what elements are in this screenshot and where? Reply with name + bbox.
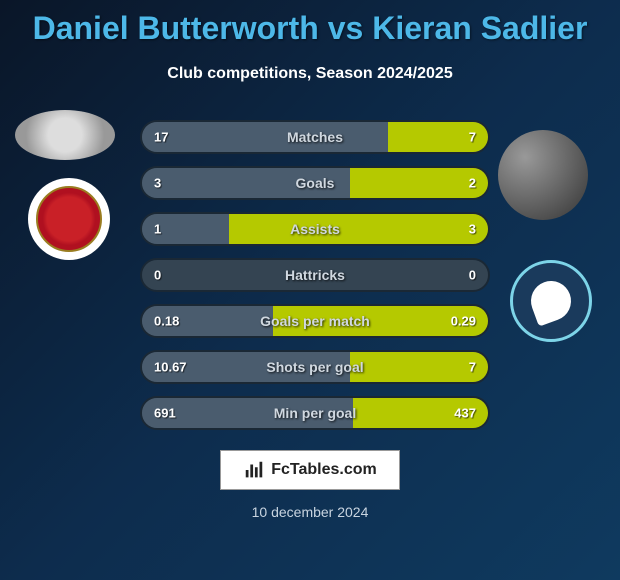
stat-value-left: 691	[154, 406, 176, 421]
stat-value-left: 0	[154, 268, 161, 283]
stats-container: 17 7 Matches 3 2 Goals 1 3 Assists 0 0 Hattricks 0.1…	[140, 120, 490, 442]
date-text: 10 december 2024	[252, 504, 369, 520]
stat-label: Shots per goal	[266, 359, 363, 375]
stat-value-left: 3	[154, 176, 161, 191]
stat-label: Hattricks	[285, 267, 345, 283]
stat-row: 0.18 0.29 Goals per match	[140, 304, 490, 338]
stat-label: Assists	[290, 221, 340, 237]
chart-icon	[243, 459, 265, 481]
stat-value-right: 0	[469, 268, 476, 283]
footer-brand-box: FcTables.com	[220, 450, 400, 490]
stat-row: 1 3 Assists	[140, 212, 490, 246]
stat-value-right: 7	[469, 130, 476, 145]
club-logo-right	[510, 260, 592, 342]
stat-label: Goals	[296, 175, 335, 191]
stat-row: 3 2 Goals	[140, 166, 490, 200]
stat-value-right: 0.29	[451, 314, 476, 329]
stat-fill-right	[229, 214, 489, 244]
stat-row: 691 437 Min per goal	[140, 396, 490, 430]
stat-fill-right	[350, 168, 488, 198]
stat-label: Matches	[287, 129, 343, 145]
subtitle: Club competitions, Season 2024/2025	[0, 65, 620, 83]
stat-value-left: 17	[154, 130, 168, 145]
stat-label: Goals per match	[260, 313, 370, 329]
stat-row: 10.67 7 Shots per goal	[140, 350, 490, 384]
stat-value-right: 7	[469, 360, 476, 375]
stat-row: 0 0 Hattricks	[140, 258, 490, 292]
stat-value-left: 0.18	[154, 314, 179, 329]
club-logo-left	[28, 178, 110, 260]
stat-value-right: 3	[469, 222, 476, 237]
page-title: Daniel Butterworth vs Kieran Sadlier	[0, 0, 620, 47]
stat-fill-right	[350, 352, 488, 382]
stat-value-right: 437	[454, 406, 476, 421]
stat-value-left: 1	[154, 222, 161, 237]
stat-row: 17 7 Matches	[140, 120, 490, 154]
stat-value-right: 2	[469, 176, 476, 191]
stat-label: Min per goal	[274, 405, 356, 421]
stat-value-left: 10.67	[154, 360, 187, 375]
player-right-photo	[498, 130, 588, 220]
stat-fill-left	[142, 122, 388, 152]
player-left-photo	[15, 110, 115, 160]
footer-brand-text: FcTables.com	[271, 461, 377, 479]
